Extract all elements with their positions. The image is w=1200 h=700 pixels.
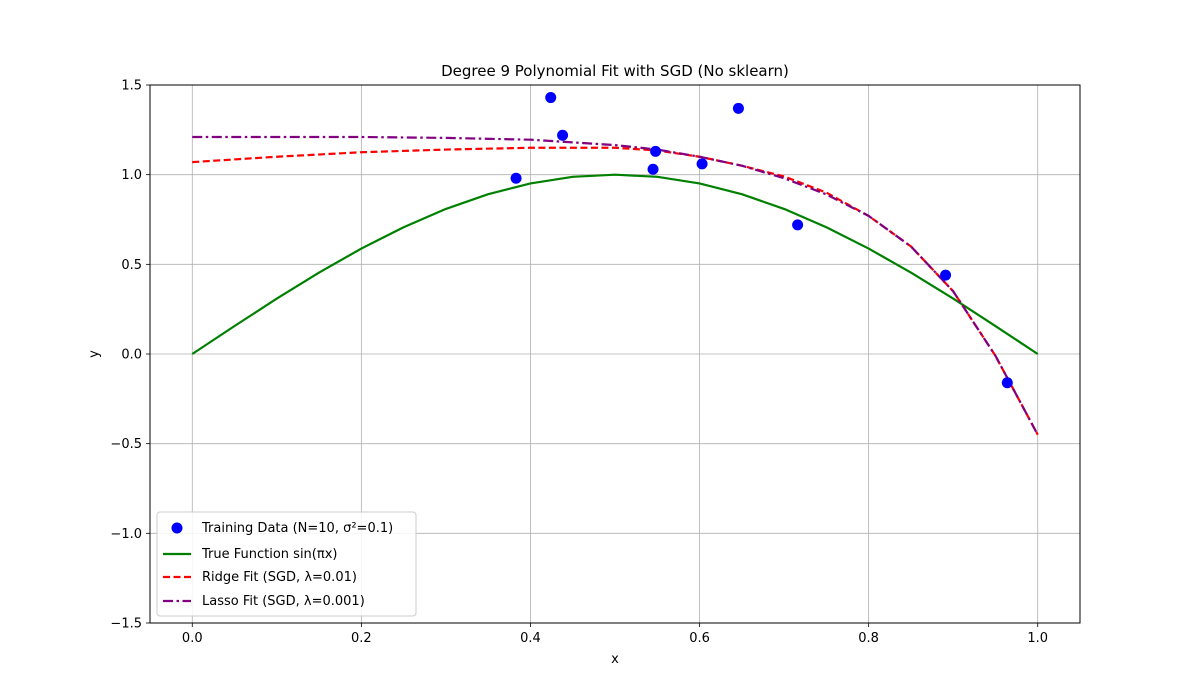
y-tick-label: 1.0 <box>121 168 142 183</box>
training-data-point <box>647 163 659 175</box>
series-line-true-function <box>191 173 1039 355</box>
y-tick-label: 1.5 <box>121 79 142 94</box>
y-tick-label: 0.0 <box>121 348 142 363</box>
training-data-point <box>732 102 744 114</box>
x-ticks: 0.0 0.2 0.4 0.6 0.8 1.0 <box>182 623 1048 646</box>
x-axis-label: x <box>611 652 619 667</box>
training-data-point <box>696 158 708 170</box>
series-line-lasso-fit <box>192 135 1039 436</box>
training-data-point <box>510 172 522 184</box>
legend: Training Data (N=10, σ²=0.1) True Functi… <box>156 511 417 617</box>
legend-label-lasso-fit: Lasso Fit (SGD, λ=0.001) <box>202 594 365 609</box>
training-data-point <box>557 129 569 141</box>
x-tick-label: 0.0 <box>182 631 203 646</box>
plot-points <box>510 92 1013 389</box>
y-tick-label: −0.5 <box>110 437 142 452</box>
legend-label-true-function: True Function sin(πx) <box>201 547 337 562</box>
y-tick-label: −1.5 <box>110 617 142 632</box>
y-tick-label: 0.5 <box>121 258 142 273</box>
legend-box <box>156 511 417 617</box>
training-data-point <box>545 92 557 104</box>
chart-title: Degree 9 Polynomial Fit with SGD (No skl… <box>441 62 789 80</box>
x-tick-label: 0.8 <box>858 631 879 646</box>
legend-marker-training-data <box>171 522 183 534</box>
y-axis-label: y <box>87 350 102 358</box>
x-tick-label: 0.6 <box>689 631 710 646</box>
y-tick-label: −1.0 <box>110 527 142 542</box>
x-tick-label: 1.0 <box>1027 631 1048 646</box>
x-tick-label: 0.2 <box>351 631 372 646</box>
x-tick-label: 0.4 <box>520 631 541 646</box>
training-data-point <box>1001 377 1013 389</box>
training-data-point <box>792 219 804 231</box>
legend-label-ridge-fit: Ridge Fit (SGD, λ=0.01) <box>202 570 357 585</box>
training-data-point <box>650 145 662 157</box>
legend-label-training-data: Training Data (N=10, σ²=0.1) <box>201 521 393 536</box>
plot-lines <box>191 135 1039 436</box>
y-ticks: −1.5 −1.0 −0.5 0.0 0.5 1.0 1.5 <box>110 79 150 632</box>
training-data-point <box>940 269 952 281</box>
